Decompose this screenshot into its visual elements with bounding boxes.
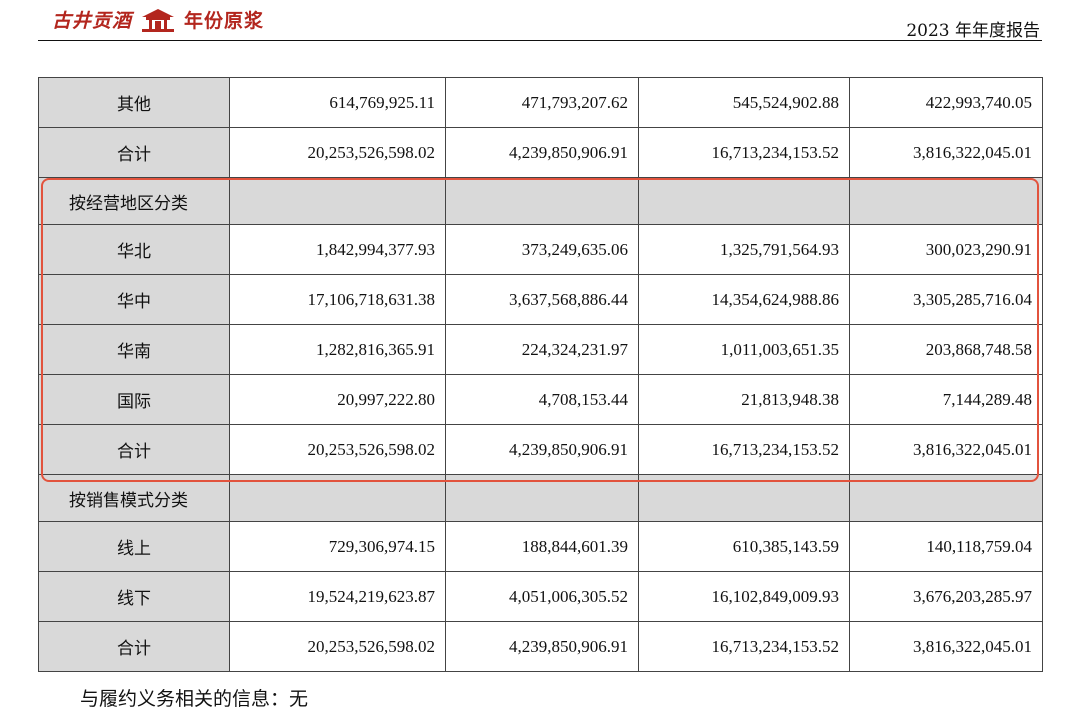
table-row: 线上 729,306,974.15 188,844,601.39 610,385,14… (38, 521, 1043, 572)
amount-cell: 4,051,006,305.52 (445, 571, 639, 622)
header-divider (38, 40, 1042, 41)
amount-cell: 4,708,153.44 (445, 374, 639, 425)
pavilion-logo-icon (142, 8, 175, 32)
amount-cell: 3,676,203,285.97 (849, 571, 1043, 622)
table-row: 合计 20,253,526,598.02 4,239,850,906.91 16,71… (38, 621, 1043, 672)
amount-cell: 3,816,322,045.01 (849, 424, 1043, 475)
amount-cell (638, 474, 850, 522)
amount-cell: 373,249,635.06 (445, 224, 639, 275)
amount-cell: 729,306,974.15 (229, 521, 446, 572)
category-label: 按销售模式分类 (38, 474, 230, 522)
amount-cell (229, 474, 446, 522)
amount-cell: 188,844,601.39 (445, 521, 639, 572)
amount-cell: 16,713,234,153.52 (638, 127, 850, 178)
table-row: 华南 1,282,816,365.91 224,324,231.97 1,011,00… (38, 324, 1043, 375)
amount-cell: 203,868,748.58 (849, 324, 1043, 375)
amount-cell: 3,816,322,045.01 (849, 621, 1043, 672)
amount-cell (638, 177, 850, 225)
amount-cell (445, 177, 639, 225)
amount-cell: 422,993,740.05 (849, 77, 1043, 128)
amount-cell: 300,023,290.91 (849, 224, 1043, 275)
row-label: 华南 (38, 324, 230, 375)
amount-cell: 20,253,526,598.02 (229, 127, 446, 178)
brand-logo-group: 古井贡酒 年份原浆 (52, 6, 264, 33)
amount-cell: 16,102,849,009.93 (638, 571, 850, 622)
row-label: 线上 (38, 521, 230, 572)
table-row: 合计 20,253,526,598.02 4,239,850,906.91 16,71… (38, 127, 1043, 178)
row-label: 合计 (38, 127, 230, 178)
amount-cell: 545,524,902.88 (638, 77, 850, 128)
amount-cell: 224,324,231.97 (445, 324, 639, 375)
amount-cell: 140,118,759.04 (849, 521, 1043, 572)
amount-cell: 7,144,289.48 (849, 374, 1043, 425)
amount-cell: 17,106,718,631.38 (229, 274, 446, 325)
row-label: 线下 (38, 571, 230, 622)
brand-subtitle: 年份原浆 (184, 10, 265, 32)
amount-cell (229, 177, 446, 225)
row-label: 华北 (38, 224, 230, 275)
category-label: 按经营地区分类 (38, 177, 230, 225)
revenue-breakdown-table: 其他 614,769,925.11 471,793,207.62 545,524,90… (38, 77, 1043, 672)
amount-cell (849, 177, 1043, 225)
amount-cell: 3,305,285,716.04 (849, 274, 1043, 325)
category-row: 按销售模式分类 (38, 474, 1043, 522)
amount-cell: 14,354,624,988.86 (638, 274, 850, 325)
amount-cell: 1,011,003,651.35 (638, 324, 850, 375)
row-label: 国际 (38, 374, 230, 425)
amount-cell: 16,713,234,153.52 (638, 424, 850, 475)
table-row: 华北 1,842,994,377.93 373,249,635.06 1,325,79… (38, 224, 1043, 275)
amount-cell: 20,253,526,598.02 (229, 621, 446, 672)
row-label: 合计 (38, 621, 230, 672)
amount-cell (849, 474, 1043, 522)
performance-obligation-note: 与履约义务相关的信息：无 (80, 688, 309, 710)
amount-cell: 4,239,850,906.91 (445, 424, 639, 475)
row-label: 华中 (38, 274, 230, 325)
brand-name: 古井贡酒 (52, 10, 133, 32)
category-row: 按经营地区分类 (38, 177, 1043, 225)
amount-cell: 3,816,322,045.01 (849, 127, 1043, 178)
amount-cell: 3,637,568,886.44 (445, 274, 639, 325)
amount-cell: 20,253,526,598.02 (229, 424, 446, 475)
table-row: 其他 614,769,925.11 471,793,207.62 545,524,90… (38, 77, 1043, 128)
amount-cell: 20,997,222.80 (229, 374, 446, 425)
report-title: 2023 年年度报告 (906, 21, 1040, 41)
table-row: 线下 19,524,219,623.87 4,051,006,305.52 16,10… (38, 571, 1043, 622)
amount-cell: 1,282,816,365.91 (229, 324, 446, 375)
amount-cell: 21,813,948.38 (638, 374, 850, 425)
table-row: 国际 20,997,222.80 4,708,153.44 21,813,948.38… (38, 374, 1043, 425)
amount-cell: 19,524,219,623.87 (229, 571, 446, 622)
row-label: 合计 (38, 424, 230, 475)
amount-cell: 610,385,143.59 (638, 521, 850, 572)
amount-cell (445, 474, 639, 522)
amount-cell: 1,842,994,377.93 (229, 224, 446, 275)
amount-cell: 4,239,850,906.91 (445, 127, 639, 178)
page-header: 古井贡酒 年份原浆 2023 年年度报告 (0, 0, 1080, 44)
amount-cell: 4,239,850,906.91 (445, 621, 639, 672)
table-row: 华中 17,106,718,631.38 3,637,568,886.44 14,35… (38, 274, 1043, 325)
amount-cell: 16,713,234,153.52 (638, 621, 850, 672)
row-label: 其他 (38, 77, 230, 128)
amount-cell: 471,793,207.62 (445, 77, 639, 128)
amount-cell: 614,769,925.11 (229, 77, 446, 128)
table-row: 合计 20,253,526,598.02 4,239,850,906.91 16,71… (38, 424, 1043, 475)
amount-cell: 1,325,791,564.93 (638, 224, 850, 275)
